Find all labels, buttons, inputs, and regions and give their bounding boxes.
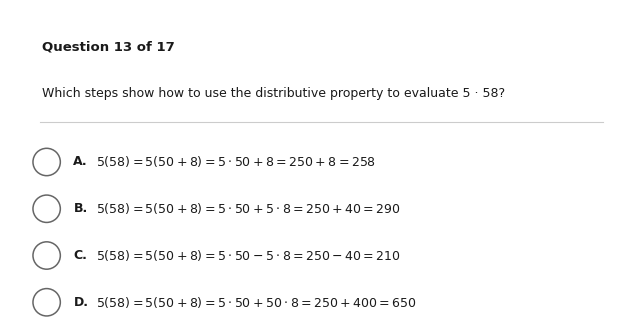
Text: B.: B. bbox=[73, 202, 88, 215]
Text: $5(58) = 5(50+8) = 5 \cdot 50 + 8 = 250 + 8 = 258$: $5(58) = 5(50+8) = 5 \cdot 50 + 8 = 250 … bbox=[96, 155, 376, 169]
Text: $5(58) = 5(50+8) = 5 \cdot 50 - 5 \cdot 8 = 250 - 40 = 210$: $5(58) = 5(50+8) = 5 \cdot 50 - 5 \cdot … bbox=[96, 248, 401, 263]
Text: $5(58) = 5(50+8) = 5 \cdot 50 + 50 \cdot 8 = 250 + 400 = 650$: $5(58) = 5(50+8) = 5 \cdot 50 + 50 \cdot… bbox=[96, 295, 417, 310]
Text: $5(58) = 5(50+8) = 5 \cdot 50 + 5 \cdot 8 = 250 + 40 = 290$: $5(58) = 5(50+8) = 5 \cdot 50 + 5 \cdot … bbox=[96, 201, 401, 216]
Text: Which steps show how to use the distributive property to evaluate 5 · 58?: Which steps show how to use the distribu… bbox=[42, 87, 506, 100]
Text: C.: C. bbox=[73, 249, 87, 262]
Text: A.: A. bbox=[73, 156, 88, 168]
Text: Question 13 of 17: Question 13 of 17 bbox=[42, 40, 175, 53]
Text: D.: D. bbox=[73, 296, 88, 309]
